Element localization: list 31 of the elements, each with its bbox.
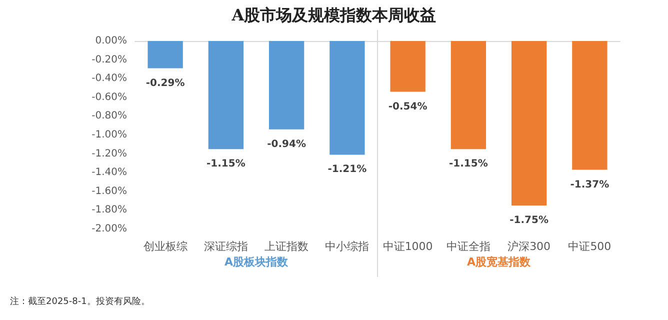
x-tick-label: 中证1000 bbox=[382, 240, 433, 253]
x-tick-label: 中证全指 bbox=[446, 240, 490, 253]
x-tick-label: 上证指数 bbox=[264, 240, 309, 253]
x-tick-label: 深证综指 bbox=[204, 240, 248, 253]
y-tick-label: -0.80% bbox=[92, 110, 127, 122]
x-tick-label: 创业板综 bbox=[143, 240, 188, 253]
x-tick-label: 中小综指 bbox=[325, 240, 370, 253]
x-tick-label: 中证500 bbox=[568, 240, 612, 253]
data-label: -0.94% bbox=[267, 138, 306, 150]
x-tick-label: 沪深300 bbox=[508, 240, 551, 253]
y-tick-label: -1.40% bbox=[92, 167, 127, 178]
data-label: -1.37% bbox=[570, 179, 610, 190]
text: 注：截至2025-8-1。投资有风险。 bbox=[10, 296, 150, 307]
data-label: -0.54% bbox=[388, 101, 428, 112]
chart-title: A股市场及规模指数本周收益 bbox=[230, 6, 436, 24]
y-tick-label: -0.20% bbox=[92, 54, 127, 66]
text: A股宽基指数 bbox=[466, 256, 532, 268]
y-tick-label: -2.00% bbox=[92, 224, 127, 234]
y-tick-label: -1.20% bbox=[92, 148, 127, 160]
y-tick-label: -1.60% bbox=[92, 186, 127, 197]
data-label: -1.75% bbox=[510, 215, 548, 226]
data-label: -1.15% bbox=[206, 158, 246, 170]
data-label: -1.15% bbox=[449, 158, 488, 170]
text: A股板块指数 bbox=[224, 256, 290, 268]
y-tick-label: -0.40% bbox=[92, 73, 127, 84]
y-tick-label: 0.00% bbox=[95, 36, 127, 46]
y-tick-label: -1.00% bbox=[92, 130, 127, 140]
y-tick-label: -1.80% bbox=[92, 204, 127, 216]
data-label: -1.21% bbox=[328, 164, 367, 176]
y-tick-label: -0.60% bbox=[92, 92, 127, 103]
data-label: -0.29% bbox=[146, 78, 185, 89]
